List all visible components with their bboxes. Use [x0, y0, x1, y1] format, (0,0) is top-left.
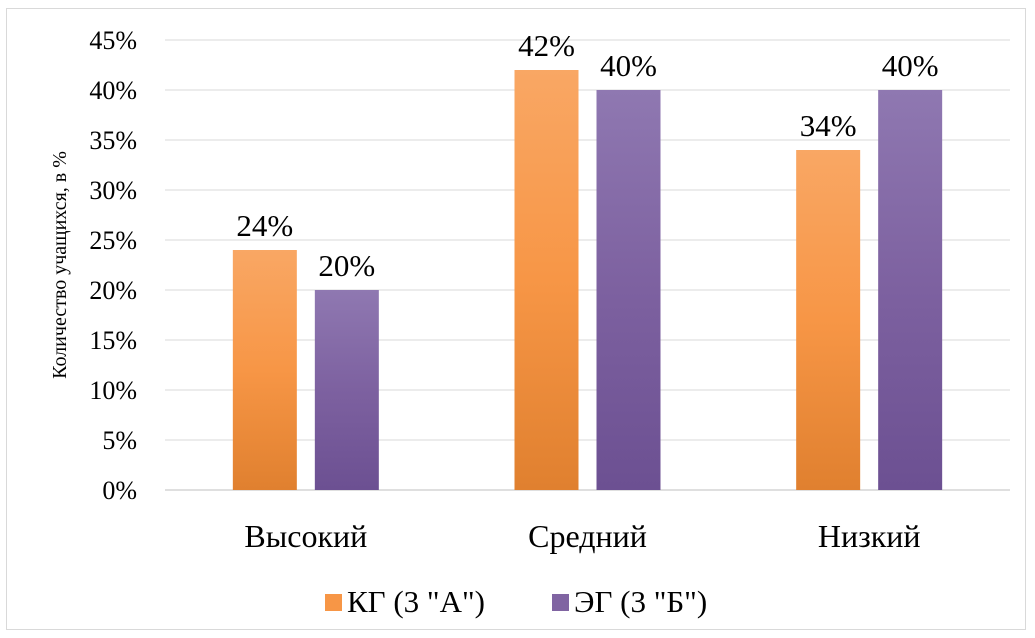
x-axis-categories: Высокий Средний Низкий	[244, 518, 920, 554]
y-axis-title: Количество учащихся, в %	[49, 151, 71, 379]
y-tick-label: 20%	[89, 276, 137, 305]
y-tick-label: 45%	[89, 26, 137, 55]
legend-swatch-eg	[552, 594, 569, 611]
bar-eg	[596, 90, 661, 490]
x-category-label: Низкий	[818, 518, 921, 554]
data-label: 40%	[882, 48, 939, 83]
bar-kg	[232, 250, 297, 490]
bar-eg	[878, 90, 943, 490]
bars	[232, 70, 943, 490]
gridlines	[165, 39, 1010, 491]
data-label: 42%	[518, 28, 575, 63]
legend-swatch-kg	[325, 594, 342, 611]
legend: КГ (3 "А") ЭГ (3 "Б")	[325, 584, 707, 619]
data-label: 24%	[236, 208, 293, 243]
legend-label-kg: КГ (3 "А")	[347, 584, 485, 619]
x-category-label: Средний	[528, 518, 647, 554]
y-tick-label: 25%	[89, 226, 137, 255]
data-label: 40%	[600, 48, 657, 83]
x-category-label: Высокий	[244, 518, 367, 554]
y-axis-ticks: 0% 5% 10% 15% 20% 25% 30% 35% 40% 45%	[89, 26, 137, 505]
y-tick-label: 40%	[89, 76, 137, 105]
bar-kg	[796, 150, 861, 490]
y-tick-label: 5%	[102, 426, 137, 455]
y-tick-label: 0%	[102, 476, 137, 505]
legend-label-eg: ЭГ (3 "Б")	[574, 584, 707, 619]
y-tick-label: 30%	[89, 176, 137, 205]
data-label: 34%	[800, 108, 857, 143]
data-labels: 24% 20% 42% 40% 34% 40%	[236, 28, 938, 283]
y-tick-label: 15%	[89, 326, 137, 355]
y-tick-label: 35%	[89, 126, 137, 155]
y-tick-label: 10%	[89, 376, 137, 405]
bar-kg	[514, 70, 579, 490]
bar-eg	[314, 290, 379, 490]
data-label: 20%	[318, 248, 375, 283]
